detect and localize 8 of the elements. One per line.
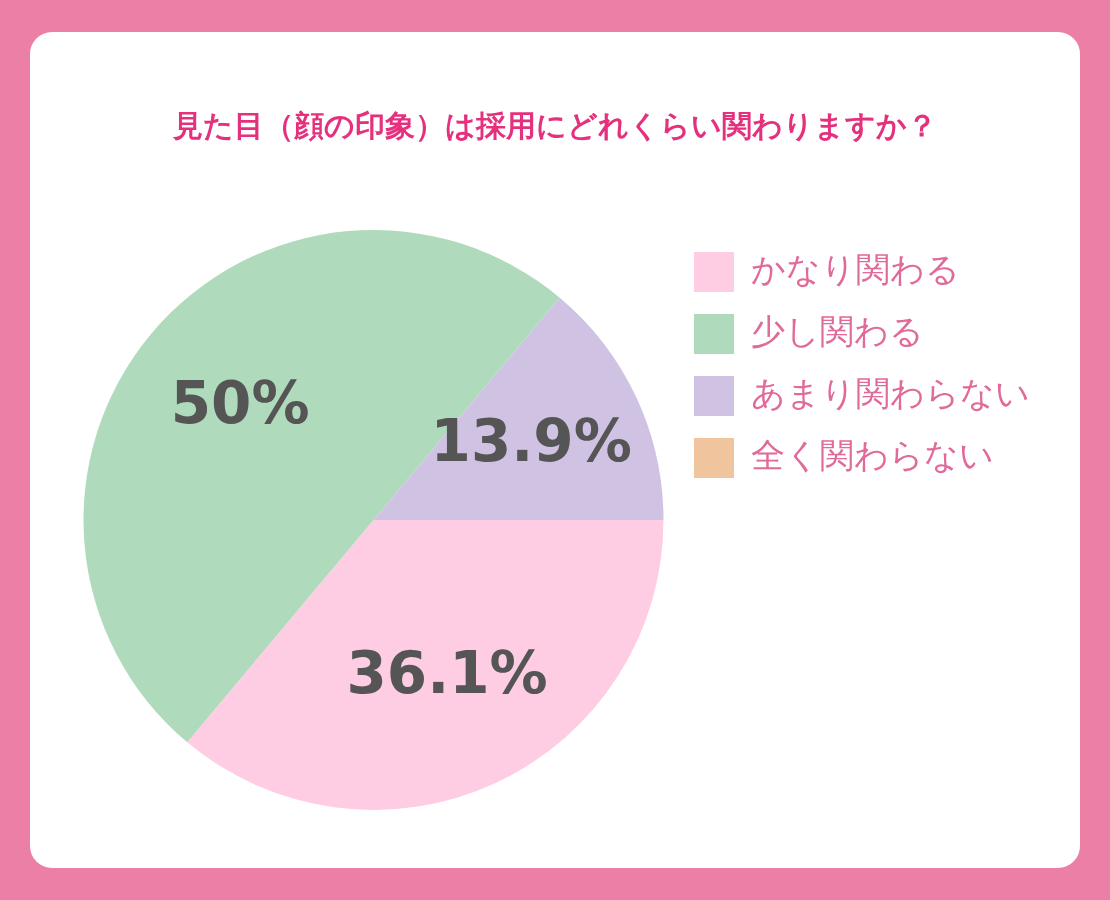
data-label: 13.9%: [430, 407, 632, 476]
legend-label: 少し関わる: [751, 310, 924, 351]
legend-label: かなり関わる: [751, 248, 960, 289]
chart-title: 見た目（顔の印象）は採用にどれくらい関わりますか？: [172, 107, 938, 145]
legend-label: あまり関わらない: [751, 372, 1030, 413]
data-label: 36.1%: [346, 638, 548, 707]
legend-label: 全く関わらない: [751, 434, 994, 475]
data-label: 50%: [170, 369, 310, 438]
